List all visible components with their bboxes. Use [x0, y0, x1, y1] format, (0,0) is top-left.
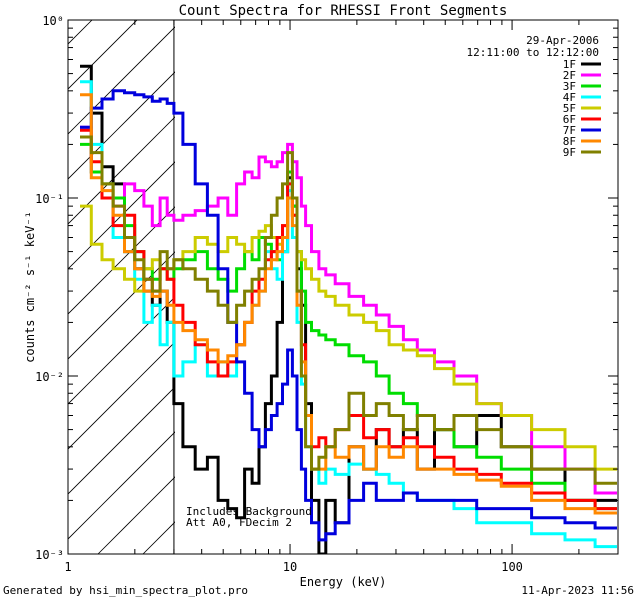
date-label: 29-Apr-2006	[526, 34, 599, 47]
legend-label-5F: 5F	[563, 102, 576, 115]
series-9F	[80, 135, 617, 485]
x-tick-label: 1	[64, 560, 71, 574]
hatch-line	[68, 251, 175, 360]
legend-label-3F: 3F	[563, 80, 576, 93]
chart-title: Count Spectra for RHESSI Front Segments	[179, 3, 508, 19]
legend-label-1F: 1F	[563, 58, 576, 71]
series-7F	[80, 89, 617, 542]
plot-frame	[67, 19, 619, 555]
hatch-line	[68, 116, 175, 225]
series-2F	[80, 125, 617, 495]
legend-label-8F: 8F	[563, 135, 576, 148]
hatch-line	[97, 476, 175, 554]
hatch-line	[0, 0, 113, 554]
legend-label-2F: 2F	[563, 69, 576, 82]
legend-label-4F: 4F	[563, 91, 576, 104]
y-tick-label: 10⁻¹	[35, 192, 64, 206]
hatch-line	[68, 71, 175, 180]
hatch-line	[68, 26, 175, 135]
time-range-label: 12:11:00 to 12:12:00	[467, 46, 599, 59]
y-axis-label: counts cm⁻² s⁻¹ keV⁻¹	[23, 211, 37, 363]
hatch-line	[68, 20, 138, 90]
y-tick-label: 10⁻³	[35, 548, 64, 562]
x-tick-label: 100	[501, 560, 523, 574]
hatch-line	[68, 386, 175, 495]
series-layer	[80, 64, 617, 554]
y-tick-labels: 10⁻³ 10⁻² 10⁻¹ 10⁰	[35, 14, 64, 562]
x-axis-label: Energy (keV)	[300, 575, 387, 589]
y-tick-label: 10⁻²	[35, 370, 64, 384]
hatch-lines	[0, 0, 640, 554]
hatch-line	[68, 161, 175, 270]
axis-ticks	[67, 19, 619, 555]
annotation-attenuator: Att A0, FDecim 2	[186, 516, 292, 529]
x-tick-labels: 1 10 100	[64, 560, 523, 574]
legend-label-7F: 7F	[563, 124, 576, 137]
x-tick-label: 10	[283, 560, 297, 574]
legend-label-6F: 6F	[563, 113, 576, 126]
hatch-line	[68, 431, 175, 540]
hatch-line	[233, 0, 640, 554]
timestamp-footer: 11-Apr-2023 11:56	[521, 584, 634, 597]
series-8F	[80, 93, 617, 515]
legend-label-9F: 9F	[563, 146, 576, 159]
y-tick-label: 10⁰	[42, 14, 64, 28]
generated-by-footer: Generated by hsi_min_spectra_plot.pro	[3, 584, 249, 597]
annotation-background: Includes Background	[186, 505, 312, 518]
hatch-line	[68, 206, 175, 315]
